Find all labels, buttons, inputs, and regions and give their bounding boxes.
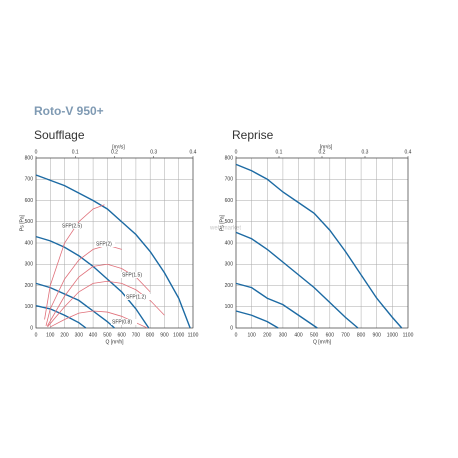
y-tick-label: 300 bbox=[225, 262, 234, 268]
x2-tick-label: 0.1 bbox=[276, 149, 283, 155]
x2-axis-label: [m³/s] bbox=[112, 144, 125, 150]
x-tick-label: 300 bbox=[75, 332, 84, 338]
x2-tick-label: 0 bbox=[35, 149, 38, 155]
label-bg bbox=[111, 319, 137, 325]
y-tick-label: 700 bbox=[25, 177, 34, 183]
x-axis-label: Q [m³/h] bbox=[313, 339, 332, 345]
y-tick-label: 0 bbox=[30, 325, 33, 331]
y-tick-label: 300 bbox=[25, 262, 34, 268]
y-tick-label: 400 bbox=[25, 240, 34, 246]
x-tick-label: 0 bbox=[235, 332, 238, 338]
curve bbox=[235, 163, 403, 329]
x-tick-label: 1000 bbox=[173, 332, 184, 338]
label-bg bbox=[61, 223, 87, 229]
x-tick-label: 700 bbox=[341, 332, 350, 338]
x-tick-label: 700 bbox=[132, 332, 141, 338]
x2-axis-label: [m³/s] bbox=[320, 144, 333, 150]
x-tick-label: 200 bbox=[263, 332, 272, 338]
x-tick-label: 100 bbox=[247, 332, 256, 338]
y-tick-label: 800 bbox=[225, 155, 234, 161]
x-tick-label: 400 bbox=[89, 332, 98, 338]
x-tick-label: 600 bbox=[326, 332, 335, 338]
y-tick-label: 800 bbox=[25, 155, 34, 161]
series-label: SFP(1.5) bbox=[122, 272, 142, 278]
y-tick-label: 700 bbox=[225, 177, 234, 183]
y-tick-label: 500 bbox=[25, 219, 34, 225]
y-tick-label: 200 bbox=[25, 283, 34, 289]
x-tick-label: 600 bbox=[117, 332, 126, 338]
x2-tick-label: 0.4 bbox=[405, 149, 412, 155]
x-tick-label: 400 bbox=[294, 332, 303, 338]
label-bg bbox=[125, 294, 151, 300]
curve bbox=[35, 305, 87, 329]
series-label: SFP(0.8) bbox=[112, 319, 132, 325]
series-label: SFP(1.2) bbox=[126, 294, 146, 300]
x2-tick-label: 0.2 bbox=[111, 149, 118, 155]
y-tick-label: 600 bbox=[225, 198, 234, 204]
y-tick-label: 400 bbox=[225, 240, 234, 246]
x-tick-label: 0 bbox=[35, 332, 38, 338]
curve bbox=[235, 310, 279, 329]
x-tick-label: 900 bbox=[160, 332, 169, 338]
curve bbox=[235, 282, 318, 329]
x2-tick-label: 0.2 bbox=[319, 149, 326, 155]
x-axis-label: Q [m³/h] bbox=[105, 339, 124, 345]
x2-tick-label: 0.3 bbox=[150, 149, 157, 155]
y-tick-label: 0 bbox=[230, 325, 233, 331]
curve bbox=[235, 231, 359, 329]
x2-tick-label: 0 bbox=[235, 149, 238, 155]
chart-title: Soufflage bbox=[34, 128, 85, 142]
curve bbox=[35, 174, 191, 329]
x2-tick-label: 0.1 bbox=[72, 149, 79, 155]
y-tick-label: 100 bbox=[225, 304, 234, 310]
x-tick-label: 800 bbox=[357, 332, 366, 338]
label-bg bbox=[95, 241, 115, 247]
x-tick-label: 100 bbox=[46, 332, 55, 338]
x-tick-label: 1000 bbox=[387, 332, 398, 338]
x2-tick-label: 0.3 bbox=[362, 149, 369, 155]
x-tick-label: 500 bbox=[103, 332, 112, 338]
y-axis-label: Ps [Pa] bbox=[19, 214, 25, 231]
y-axis-label: Ps [Pa] bbox=[219, 214, 225, 231]
curve bbox=[44, 204, 105, 320]
plot-frame bbox=[235, 157, 409, 329]
y-tick-label: 200 bbox=[225, 283, 234, 289]
chart-title: Reprise bbox=[232, 128, 274, 142]
x2-tick-label: 0.4 bbox=[190, 149, 197, 155]
label-bg bbox=[121, 272, 147, 278]
x-tick-label: 1100 bbox=[188, 332, 199, 338]
x-tick-label: 800 bbox=[146, 332, 155, 338]
x-tick-label: 300 bbox=[279, 332, 288, 338]
x-tick-label: 500 bbox=[310, 332, 319, 338]
watermark: web market bbox=[209, 226, 241, 232]
y-tick-label: 500 bbox=[225, 219, 234, 225]
x-tick-label: 900 bbox=[373, 332, 382, 338]
x-tick-label: 1100 bbox=[403, 332, 414, 338]
page-title: Roto-V 950+ bbox=[34, 104, 104, 118]
series-label: SFP(2) bbox=[96, 241, 112, 247]
y-tick-label: 100 bbox=[25, 304, 34, 310]
y-tick-label: 600 bbox=[25, 198, 34, 204]
series-label: SFP(2.5) bbox=[62, 223, 82, 229]
x-tick-label: 200 bbox=[60, 332, 69, 338]
